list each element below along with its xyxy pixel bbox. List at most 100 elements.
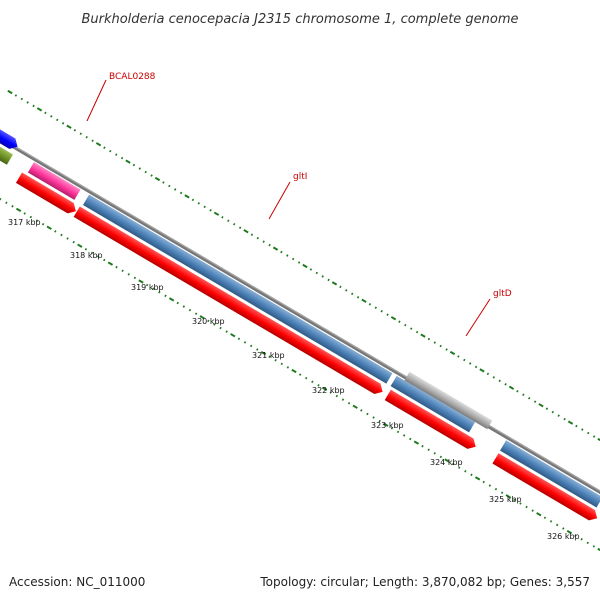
ruler-minor-tick (158, 290, 161, 294)
ruler-major-tick (125, 159, 131, 164)
ruler-minor-tick (188, 308, 192, 312)
gene-feature-red-3[interactable] (384, 389, 479, 452)
gene-feature-bcal0288[interactable] (27, 162, 81, 200)
ruler-minor-tick (203, 205, 206, 209)
ruler-minor-tick (280, 250, 283, 254)
ruler-minor-tick (286, 366, 290, 369)
scale-label-319: 319 kbp (131, 283, 164, 292)
ruler-major-tick (243, 229, 249, 234)
accession-text: Accession: NC_011000 (9, 575, 145, 589)
ruler-minor-tick (350, 292, 354, 296)
ruler-minor-tick (482, 480, 485, 484)
ruler-major-tick (390, 316, 397, 321)
ruler-minor-tick (525, 505, 528, 509)
ruler-minor-tick (315, 271, 319, 275)
ruler-minor-tick (592, 545, 596, 548)
scale-label-317: 317 kbp (8, 218, 41, 227)
ruler-minor-tick (439, 455, 443, 459)
ruler-minor-tick (115, 265, 118, 269)
gene-feature-blue-4[interactable] (500, 440, 600, 508)
ruler-minor-tick (109, 149, 112, 153)
ruler-minor-tick (152, 287, 155, 290)
ruler-minor-tick (341, 398, 345, 401)
ruler-minor-tick (339, 285, 342, 289)
ruler-major-tick (291, 368, 297, 374)
ruler-minor-tick (79, 132, 83, 136)
ruler-major-tick (7, 89, 13, 95)
ruler-minor-tick (409, 327, 413, 330)
gene-feature-red-4[interactable] (492, 453, 600, 523)
ruler-minor-tick (468, 362, 472, 365)
ruler-minor-tick (103, 146, 106, 149)
gene-feature-glti[interactable] (83, 194, 393, 384)
ruler-minor-tick (61, 122, 65, 125)
gene-feature-gltd[interactable] (390, 375, 476, 433)
scale-label-320: 320 kbp (192, 317, 225, 326)
scale-label-325: 325 kbp (489, 495, 522, 504)
ruler-minor-tick (433, 341, 437, 344)
ruler-minor-tick (250, 233, 254, 236)
ruler-major-tick (508, 385, 515, 390)
ruler-minor-tick (421, 444, 424, 448)
ruler-minor-tick (213, 323, 216, 326)
ruler-minor-tick (291, 257, 295, 261)
ruler-minor-tick (41, 222, 45, 226)
ruler-major-tick (597, 437, 600, 442)
gene-track-group (0, 101, 600, 523)
ruler-minor-tick (396, 430, 400, 434)
ruler-minor-tick (439, 344, 442, 348)
ruler-minor-tick (427, 448, 430, 452)
gene-feature-darkblue[interactable] (0, 101, 21, 152)
ruler-minor-tick (531, 509, 534, 512)
ruler-minor-tick (144, 170, 147, 174)
ruler-minor-tick (533, 400, 537, 403)
ruler-minor-tick (219, 326, 222, 330)
ruler-minor-tick (262, 240, 265, 243)
ruler-minor-tick (586, 431, 590, 435)
ruler-minor-tick (14, 94, 18, 97)
ruler-minor-tick (562, 527, 565, 530)
ruler-minor-tick (445, 348, 448, 351)
ruler-minor-tick (256, 348, 259, 351)
scale-label-318: 318 kbp (70, 251, 103, 260)
ruler-minor-tick (162, 181, 165, 184)
scale-label-322: 322 kbp (312, 386, 345, 395)
ruler-minor-tick (0, 197, 2, 201)
scale-label-324: 324 kbp (430, 458, 463, 467)
ruler-minor-tick (55, 118, 59, 122)
ruler-major-tick (15, 207, 22, 213)
ruler-major-tick (361, 298, 367, 303)
gene-feature-red-1[interactable] (15, 172, 79, 217)
ruler-minor-tick (390, 427, 394, 430)
ruler-major-tick (352, 404, 358, 409)
genome-backbone (0, 136, 600, 495)
glti-leader-line (268, 181, 291, 220)
ruler-minor-tick (176, 301, 179, 305)
inner-tick-ruler (0, 197, 600, 552)
ruler-minor-tick (335, 394, 339, 398)
ruler-minor-tick (103, 258, 106, 262)
ruler-minor-tick (50, 115, 53, 118)
ruler-major-tick (474, 476, 481, 481)
genome-summary-text: Topology: circular; Length: 3,870,082 bp… (259, 575, 590, 589)
ruler-minor-tick (243, 341, 247, 344)
ruler-minor-tick (297, 261, 301, 264)
ruler-minor-tick (398, 320, 401, 323)
ruler-minor-tick (402, 434, 406, 437)
ruler-minor-tick (516, 390, 519, 393)
gene-feature-red-2[interactable] (73, 206, 386, 398)
ruler-minor-tick (207, 319, 210, 323)
ruler-minor-tick (280, 362, 283, 366)
ruler-minor-tick (427, 337, 431, 341)
ruler-minor-tick (463, 358, 466, 362)
ruler-minor-tick (372, 416, 375, 419)
ruler-minor-tick (150, 174, 153, 177)
ruler-major-tick (420, 333, 426, 338)
outer-tick-ruler (7, 89, 600, 442)
ruler-minor-tick (504, 383, 507, 386)
ruler-minor-tick (555, 523, 559, 527)
ruler-minor-tick (527, 396, 531, 400)
ruler-major-tick (46, 225, 52, 230)
ruler-minor-tick (415, 330, 419, 334)
gene-feature-gray[interactable] (404, 371, 493, 430)
